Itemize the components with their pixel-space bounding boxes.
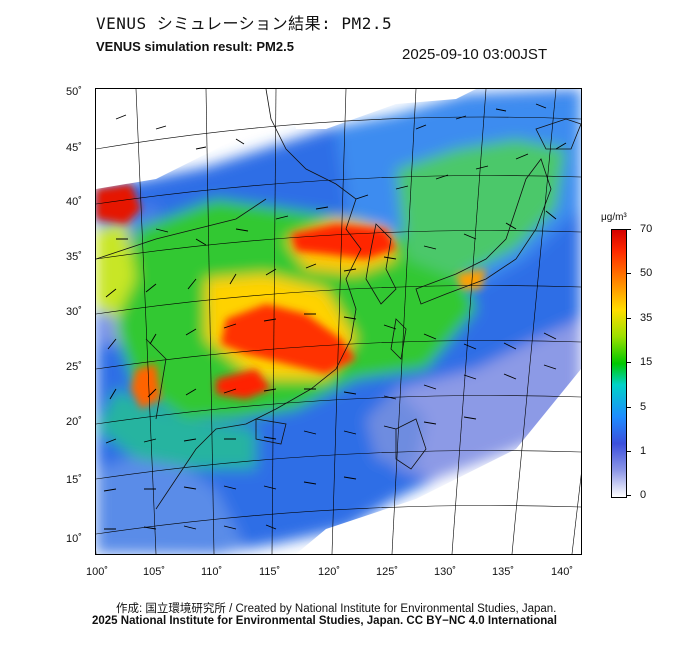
lon-tick-135: 135˚: [492, 566, 515, 578]
colorbar-tickmark: [626, 273, 631, 274]
lat-tick-25: 25˚: [66, 361, 82, 373]
title-japanese: VENUS シミュレーション結果: PM2.5: [96, 14, 393, 33]
lon-tick-125: 125˚: [376, 566, 399, 578]
wind-vectors: [103, 103, 567, 530]
colorbar-tick-50: 50: [640, 267, 653, 279]
lon-tick-115: 115˚: [259, 566, 281, 578]
lat-tick-20: 20˚: [66, 416, 82, 428]
pm25-map-canvas: [96, 89, 581, 554]
colorbar-tickmark: [626, 318, 631, 319]
concentration-field: [96, 89, 581, 554]
lon-tick-130: 130˚: [434, 566, 457, 578]
no-data-mask: [96, 89, 581, 554]
forecast-timestamp: 2025-09-10 03:00JST: [402, 46, 548, 63]
pm25-map: [95, 88, 582, 555]
colorbar-tick-0: 0: [640, 489, 647, 501]
colorbar-tick-5: 5: [640, 401, 647, 413]
lat-tick-15: 15˚: [66, 474, 82, 486]
colorbar: [611, 229, 627, 498]
high-concentration-cores: [96, 184, 486, 409]
title-english: VENUS simulation result: PM2.5: [96, 39, 294, 54]
credit-line: 作成: 国立環境研究所 / Created by National Instit…: [116, 603, 557, 615]
graticule: [96, 89, 581, 554]
lat-tick-30: 30˚: [66, 306, 82, 318]
lat-tick-35: 35˚: [66, 251, 82, 263]
copyright-line: 2025 National Institute for Environmenta…: [92, 615, 557, 627]
lon-tick-105: 105˚: [143, 566, 166, 578]
colorbar-tick-15: 15: [640, 356, 653, 368]
colorbar-tick-35: 35: [640, 312, 653, 324]
colorbar-tick-1: 1: [640, 445, 647, 457]
colorbar-tickmark: [626, 229, 631, 230]
colorbar-tickmark: [626, 451, 631, 452]
coastlines: [96, 89, 581, 510]
colorbar-tickmark: [626, 362, 631, 363]
colorbar-unit: μg/m³: [601, 212, 627, 223]
colorbar-tickmark: [626, 495, 631, 496]
lon-tick-100: 100˚: [86, 566, 109, 578]
lon-tick-140: 140˚: [551, 566, 574, 578]
colorbar-tick-70: 70: [640, 223, 653, 235]
lon-tick-110: 110˚: [201, 566, 223, 578]
lat-tick-10: 10˚: [66, 533, 82, 545]
lat-tick-50: 50˚: [66, 86, 82, 98]
lon-tick-120: 120˚: [318, 566, 341, 578]
colorbar-tickmark: [626, 407, 631, 408]
lat-tick-40: 40˚: [66, 196, 82, 208]
lat-tick-45: 45˚: [66, 142, 82, 154]
